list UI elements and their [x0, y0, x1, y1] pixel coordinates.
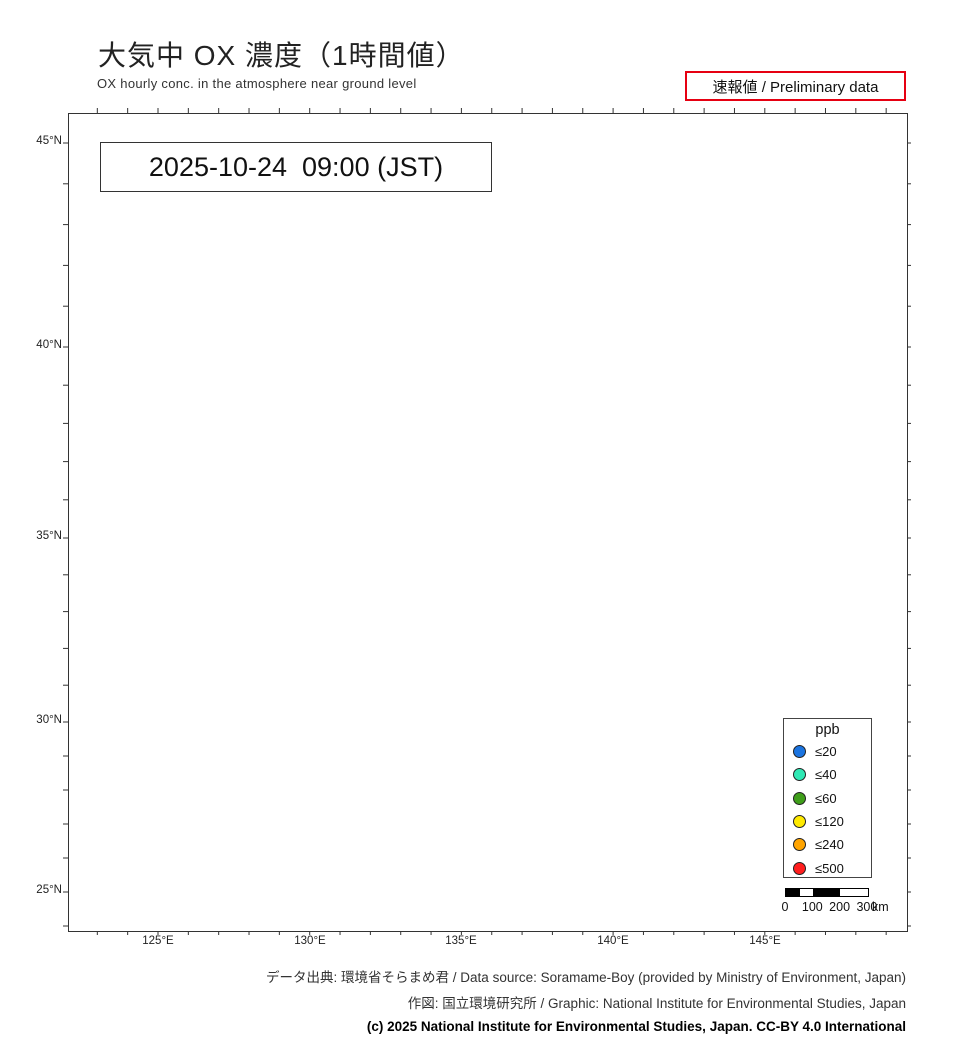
preliminary-data-badge: 速報値 / Preliminary data	[685, 71, 906, 101]
lon-label: 130°E	[294, 935, 326, 947]
footer-data-source: データ出典: 環境省そらまめ君 / Data source: Soramame-…	[266, 970, 906, 985]
scale-bar-segment	[786, 889, 800, 896]
scale-bar-label: 0	[781, 900, 789, 914]
lat-label: 30°N	[36, 714, 62, 726]
legend-row: ≤40	[784, 763, 871, 786]
lon-label: 125°E	[142, 935, 174, 947]
legend-row: ≤60	[784, 787, 871, 810]
legend-label: ≤120	[815, 814, 844, 830]
page-title: 大気中 OX 濃度（1時間値）	[98, 40, 465, 71]
scale-bar: 0 100 200 300 km	[775, 884, 915, 916]
map-frame	[68, 113, 908, 932]
scale-bar-segments	[785, 888, 869, 897]
footer-copyright: (c) 2025 National Institute for Environm…	[366, 1019, 906, 1034]
scale-bar-unit: km	[872, 900, 889, 914]
legend-row: ≤240	[784, 833, 871, 856]
scale-bar-label: 200	[829, 900, 851, 914]
legend-dot-icon	[793, 768, 806, 782]
legend-dot-icon	[793, 791, 806, 805]
scale-bar-segment	[840, 889, 868, 896]
lat-label: 40°N	[36, 339, 62, 351]
lon-label: 145°E	[749, 935, 781, 947]
scale-bar-segment	[800, 889, 813, 896]
scale-bar-label: 300	[856, 900, 878, 914]
lat-label: 35°N	[36, 530, 62, 542]
lat-label: 25°N	[36, 884, 62, 896]
legend-label: ≤500	[815, 860, 844, 876]
scale-bar-segment	[813, 889, 840, 896]
scale-bar-label: 100	[801, 900, 823, 914]
lon-label: 135°E	[445, 935, 477, 947]
lon-label: 140°E	[597, 935, 629, 947]
legend-row: ≤500	[784, 856, 871, 879]
legend-row: ≤120	[784, 810, 871, 833]
lat-label: 45°N	[36, 135, 62, 147]
legend: ppb ≤20 ≤40 ≤60 ≤120 ≤240 ≤500	[783, 718, 872, 878]
timestamp-box: 2025-10-24 09:00 (JST)	[100, 142, 492, 192]
page-subtitle: OX hourly conc. in the atmosphere near g…	[97, 76, 417, 91]
footer-graphic-credit: 作図: 国立環境研究所 / Graphic: National Institut…	[407, 996, 906, 1011]
legend-dot-icon	[793, 861, 806, 875]
legend-title: ppb	[815, 722, 840, 738]
legend-label: ≤40	[815, 767, 837, 783]
legend-label: ≤60	[815, 790, 837, 806]
legend-row: ≤20	[784, 740, 871, 763]
legend-dot-icon	[793, 745, 806, 759]
legend-dot-icon	[793, 815, 806, 829]
legend-label: ≤20	[815, 744, 837, 760]
legend-dot-icon	[793, 838, 806, 852]
legend-label: ≤240	[815, 837, 844, 853]
